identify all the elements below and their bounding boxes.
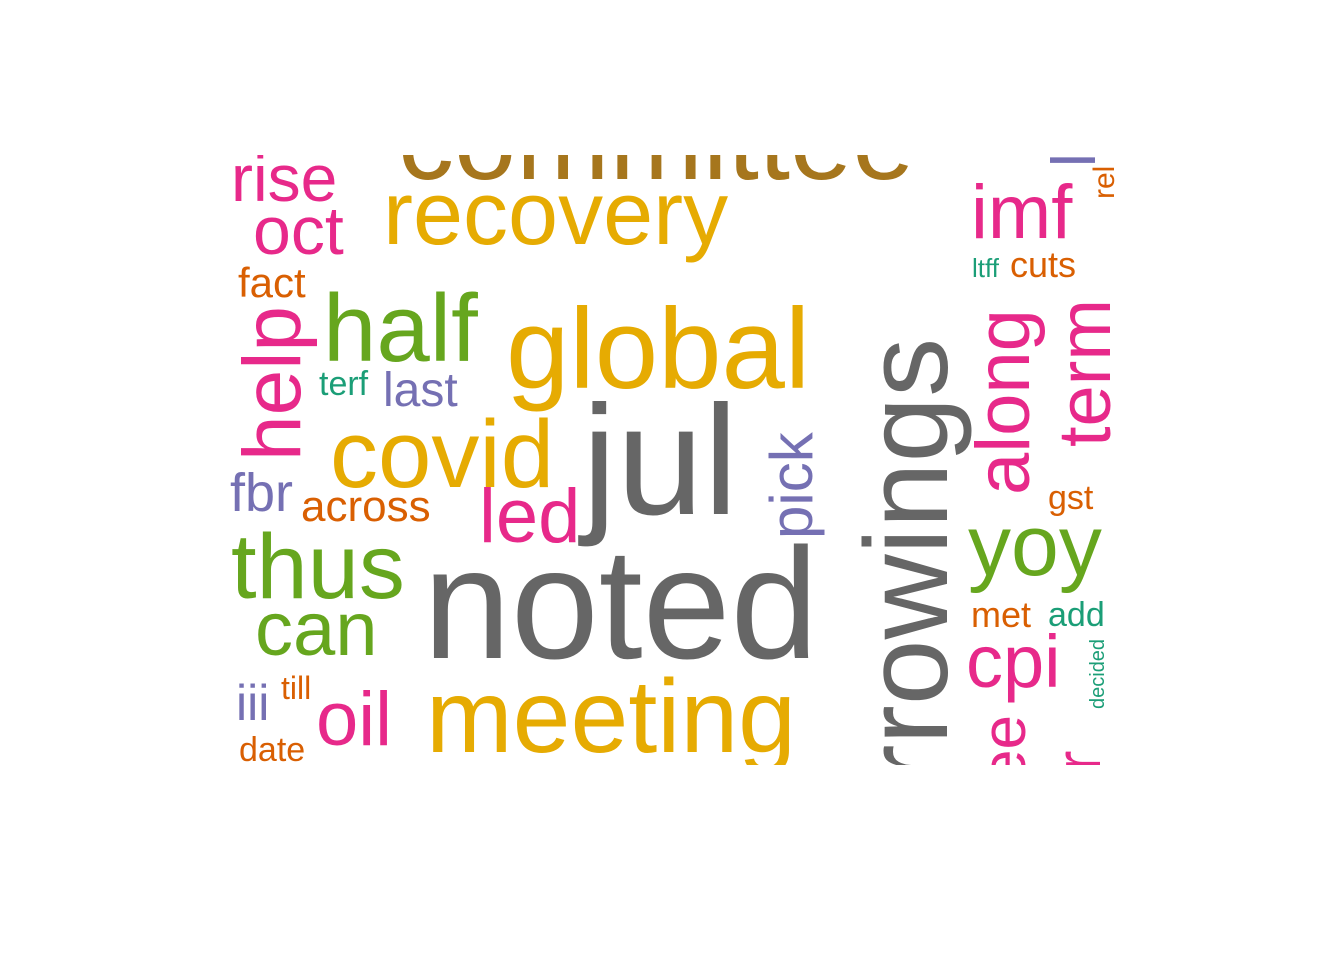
word-recovery: recovery: [383, 164, 729, 264]
word-terf: terf: [319, 365, 369, 403]
word-year: year: [1042, 751, 1114, 766]
word-rise: rise: [231, 155, 338, 215]
word-borrowings: borrowings: [841, 337, 973, 765]
word-oil: oil: [316, 677, 393, 762]
word-till: till: [281, 670, 312, 706]
word-cuts: cuts: [1010, 244, 1077, 285]
word-date: date: [239, 731, 306, 765]
word-global: global: [506, 286, 811, 413]
word-pick: pick: [758, 432, 825, 539]
word-yoy: yoy: [968, 498, 1102, 594]
word-fbr: fbr: [230, 463, 294, 523]
word-decided: decided: [1087, 638, 1109, 709]
word-half: half: [323, 275, 478, 382]
word-met: met: [971, 594, 1032, 635]
word-can: can: [255, 587, 378, 672]
word-gst: gst: [1048, 479, 1094, 517]
word-meeting: meeting: [426, 659, 796, 765]
word-led: led: [479, 474, 581, 559]
word-cloud: committee rise recovery imf oct fact ltf…: [226, 155, 1116, 765]
word-fact: fact: [238, 259, 306, 306]
word-across: across: [301, 482, 431, 531]
word-last: last: [383, 364, 458, 417]
word-jul: jul: [582, 374, 739, 548]
word-ltff: ltff: [972, 253, 999, 283]
word-noted: noted: [423, 516, 819, 692]
word-cpi: cpi: [966, 620, 1061, 703]
word-thus: thus: [231, 516, 405, 618]
word-help: help: [227, 305, 318, 461]
word-term: term: [1043, 299, 1116, 447]
word-l: l: [1040, 155, 1109, 167]
word-rel: rel: [1088, 165, 1116, 199]
word-see: see: [970, 715, 1039, 765]
word-oct: oct: [253, 193, 344, 269]
word-committee: committee: [398, 155, 915, 197]
word-covid: covid: [330, 401, 555, 508]
word-iii: iii: [236, 675, 270, 731]
word-along: along: [961, 309, 1046, 495]
word-add: add: [1048, 596, 1105, 634]
word-imf: imf: [971, 170, 1073, 255]
